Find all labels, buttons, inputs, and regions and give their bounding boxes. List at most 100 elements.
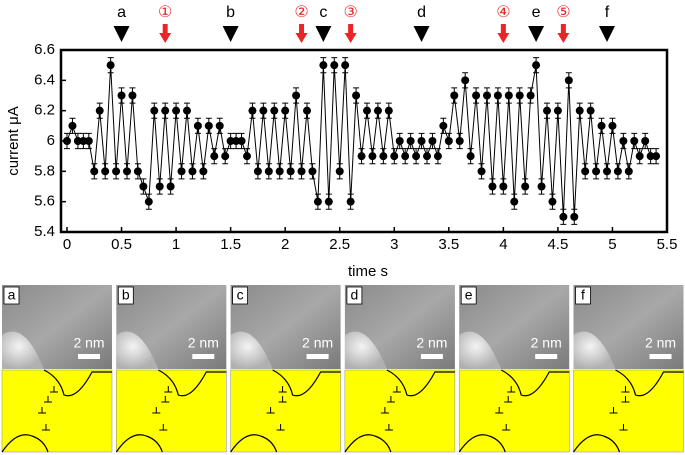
data-point (592, 167, 601, 176)
data-point (199, 167, 208, 176)
data-point (128, 91, 137, 100)
x-tick-label: 0.5 (111, 236, 132, 253)
data-point (68, 121, 77, 130)
data-point (428, 137, 437, 145)
data-point (243, 152, 251, 161)
image-panel: a 2 nm (1, 285, 113, 453)
x-tick-label: 1.5 (220, 236, 241, 253)
data-point (532, 61, 541, 70)
scale-bar (420, 354, 443, 359)
data-point (133, 167, 142, 176)
schematic-boundary (272, 369, 341, 397)
data-point (450, 91, 459, 100)
schematic (116, 369, 227, 453)
data-point (439, 121, 448, 130)
dislocation (164, 386, 173, 393)
data-point (379, 152, 388, 161)
scale-bar (192, 354, 215, 359)
data-point (95, 106, 104, 115)
stm-feature (116, 331, 159, 369)
dislocation (609, 407, 618, 414)
dislocation (152, 407, 161, 414)
stm-feature (573, 331, 616, 369)
data-point (161, 106, 170, 115)
marker-label: b (226, 4, 235, 21)
y-tick-label: 5.8 (34, 162, 55, 179)
data-point (564, 76, 573, 85)
data-point (346, 197, 355, 206)
schematic (458, 369, 570, 453)
dislocation (621, 386, 630, 393)
data-point (259, 106, 268, 115)
marker-label: d (417, 4, 426, 21)
data-point (493, 91, 502, 100)
y-axis-label: current μA (5, 106, 22, 176)
data-point (423, 152, 431, 161)
image-panel: d 2 nm (344, 285, 456, 453)
panel-label: b (122, 287, 130, 303)
marker-arrow (315, 26, 332, 42)
data-point (139, 182, 148, 191)
schematic-boundary (344, 434, 392, 453)
data-point (613, 167, 622, 176)
data-point (63, 137, 71, 145)
x-tick-label: 4.5 (547, 236, 568, 253)
data-point (499, 182, 508, 191)
data-point (330, 61, 339, 70)
dislocation (278, 386, 287, 393)
x-tick-label: 3.5 (438, 236, 459, 253)
dislocation (621, 396, 630, 403)
scale-bar (535, 354, 558, 359)
data-point (521, 182, 530, 191)
data-point (515, 91, 524, 100)
data-point (210, 152, 219, 161)
schematic-boundary (500, 369, 570, 397)
x-tick-label: 4 (499, 236, 507, 253)
dislocation (50, 386, 58, 393)
schematic-boundary (115, 434, 163, 453)
x-tick-label: 3 (390, 236, 398, 253)
scale-bar (649, 354, 672, 359)
data-point (635, 152, 644, 161)
image-panel: b 2 nm (115, 285, 227, 453)
schematic (1, 369, 113, 453)
data-point (308, 167, 317, 176)
data-point (221, 152, 230, 161)
data-point (630, 137, 639, 145)
data-point (510, 197, 519, 206)
schematic (344, 369, 456, 453)
marker-arrow (557, 24, 570, 43)
data-point (204, 121, 213, 130)
data-point (237, 137, 246, 145)
dislocation (380, 407, 389, 414)
schematic-boundary (386, 369, 455, 397)
data-point (433, 152, 442, 161)
dislocation (384, 424, 393, 431)
panel-label: e (465, 287, 473, 303)
y-tick-label: 6.6 (34, 41, 55, 58)
marker-label: ④ (496, 4, 510, 21)
marker-arrow (113, 26, 130, 42)
data-point (292, 91, 301, 100)
data-point (652, 152, 661, 161)
data-point (417, 137, 426, 145)
schematic (230, 369, 341, 453)
data-point (472, 91, 481, 100)
x-tick-label: 2 (281, 236, 289, 253)
y-tick-label: 5.4 (34, 223, 55, 240)
data-point (559, 212, 568, 221)
data-point (275, 167, 284, 176)
data-point (395, 137, 404, 145)
data-point (619, 137, 628, 145)
scale-label: 2 nm (645, 335, 676, 351)
marker-arrow (159, 24, 172, 43)
panel-label-box (117, 286, 134, 305)
marker-label: f (605, 4, 610, 21)
data-point (101, 167, 110, 176)
data-point (575, 106, 584, 115)
data-point (553, 106, 562, 115)
y-tick-label: 6.2 (34, 102, 55, 119)
dislocation (44, 396, 52, 403)
data-point (248, 106, 257, 115)
